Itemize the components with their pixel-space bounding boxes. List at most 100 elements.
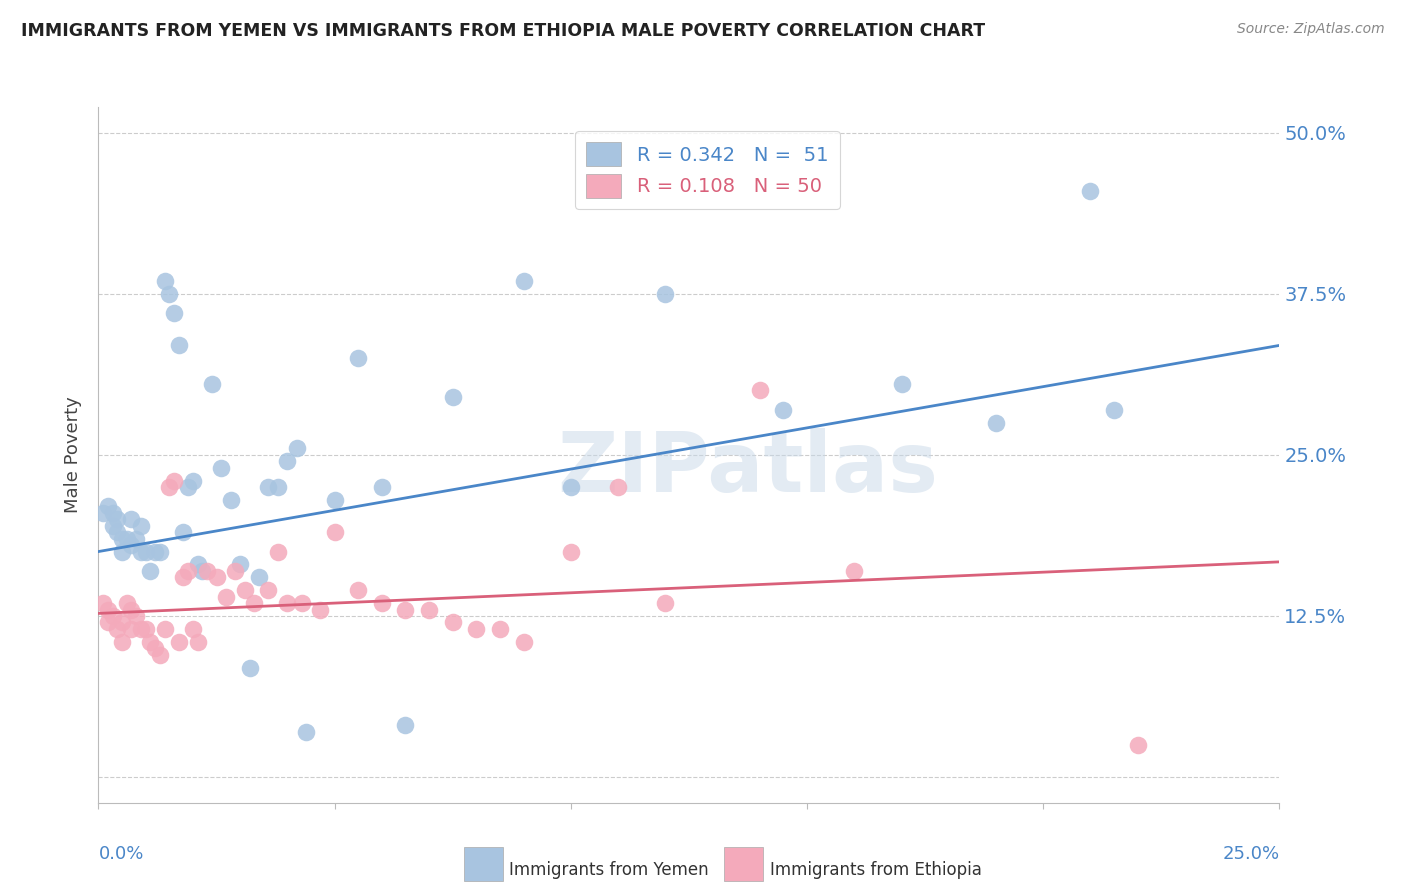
Point xyxy=(512,274,534,288)
Point xyxy=(111,615,134,630)
Point xyxy=(115,532,138,546)
Point xyxy=(129,544,152,558)
Point xyxy=(394,718,416,732)
Point xyxy=(257,583,280,598)
Point xyxy=(135,544,157,558)
Point xyxy=(157,286,180,301)
Point xyxy=(172,525,194,540)
Point xyxy=(276,454,298,468)
Point xyxy=(219,493,242,508)
Point xyxy=(323,493,346,508)
Point xyxy=(347,583,370,598)
Point xyxy=(418,602,440,616)
Point xyxy=(257,480,280,494)
Point xyxy=(97,615,120,630)
Text: ZIPatlas: ZIPatlas xyxy=(558,428,938,509)
Point xyxy=(105,622,128,636)
Point xyxy=(172,570,194,584)
Point xyxy=(441,390,464,404)
Point xyxy=(181,622,204,636)
Point xyxy=(233,583,256,598)
Point xyxy=(91,506,114,520)
Point xyxy=(205,570,228,584)
Point xyxy=(187,558,209,572)
Point xyxy=(139,564,162,578)
Point xyxy=(149,544,172,558)
Point xyxy=(195,564,218,578)
Point xyxy=(167,338,190,352)
Point xyxy=(560,544,582,558)
Point xyxy=(1080,184,1102,198)
Point xyxy=(844,564,866,578)
Point xyxy=(191,564,214,578)
Point xyxy=(243,596,266,610)
Point xyxy=(167,634,190,648)
Point xyxy=(101,518,124,533)
Point xyxy=(111,532,134,546)
Point xyxy=(163,474,186,488)
Point xyxy=(201,377,224,392)
Point xyxy=(97,602,120,616)
Point xyxy=(247,570,270,584)
Point xyxy=(295,725,318,739)
Point xyxy=(143,641,166,656)
Text: IMMIGRANTS FROM YEMEN VS IMMIGRANTS FROM ETHIOPIA MALE POVERTY CORRELATION CHART: IMMIGRANTS FROM YEMEN VS IMMIGRANTS FROM… xyxy=(21,22,986,40)
Point xyxy=(181,474,204,488)
Point xyxy=(105,512,128,526)
Point xyxy=(115,596,138,610)
Point xyxy=(654,596,676,610)
Point xyxy=(121,602,143,616)
Point xyxy=(285,442,308,456)
Point xyxy=(890,377,912,392)
Point xyxy=(91,596,114,610)
Text: Immigrants from Ethiopia: Immigrants from Ethiopia xyxy=(770,861,983,879)
Point xyxy=(290,596,312,610)
Point xyxy=(748,384,770,398)
Text: Immigrants from Yemen: Immigrants from Yemen xyxy=(509,861,709,879)
Point xyxy=(157,480,180,494)
Point xyxy=(105,525,128,540)
Point xyxy=(229,558,252,572)
Point xyxy=(239,660,262,674)
Point xyxy=(489,622,512,636)
Point xyxy=(121,622,143,636)
Point xyxy=(125,609,148,624)
Point xyxy=(129,622,152,636)
Point xyxy=(323,525,346,540)
Point xyxy=(1126,738,1149,752)
Point xyxy=(267,480,290,494)
Point xyxy=(149,648,172,662)
Point xyxy=(607,480,630,494)
Point xyxy=(135,622,157,636)
Point xyxy=(177,480,200,494)
Point xyxy=(101,609,124,624)
Point xyxy=(153,274,176,288)
Point xyxy=(267,544,290,558)
Point xyxy=(121,512,143,526)
Point xyxy=(139,634,162,648)
Point xyxy=(276,596,298,610)
Text: Source: ZipAtlas.com: Source: ZipAtlas.com xyxy=(1237,22,1385,37)
Point xyxy=(209,460,232,475)
Point xyxy=(560,480,582,494)
Point xyxy=(97,500,120,514)
Point xyxy=(772,402,794,417)
Point xyxy=(984,416,1007,430)
Y-axis label: Male Poverty: Male Poverty xyxy=(65,397,83,513)
Point xyxy=(512,634,534,648)
Point xyxy=(309,602,332,616)
Text: 25.0%: 25.0% xyxy=(1222,845,1279,863)
Point xyxy=(465,622,488,636)
Point xyxy=(129,518,152,533)
Point xyxy=(394,602,416,616)
Point xyxy=(111,544,134,558)
Text: 0.0%: 0.0% xyxy=(98,845,143,863)
Point xyxy=(143,544,166,558)
Point xyxy=(441,615,464,630)
Point xyxy=(101,506,124,520)
Point xyxy=(215,590,238,604)
Point xyxy=(153,622,176,636)
Point xyxy=(125,532,148,546)
Point xyxy=(121,538,143,552)
Point xyxy=(654,286,676,301)
